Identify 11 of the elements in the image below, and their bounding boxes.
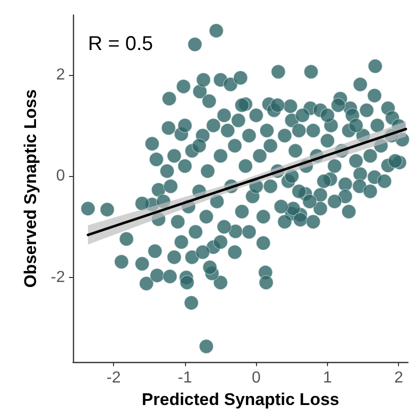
x-tick-label: -1 xyxy=(178,370,192,387)
y-tick-label: 2 xyxy=(56,66,66,84)
x-tick-label: -2 xyxy=(106,370,121,387)
x-axis-title: Predicted Synaptic Loss xyxy=(142,390,340,409)
x-tick-label: 2 xyxy=(394,370,404,387)
y-tick-label: -2 xyxy=(50,268,66,286)
annotation: R = 0.5 xyxy=(88,33,154,55)
y-tick-label: 0 xyxy=(56,168,66,185)
x-tick-label: 0 xyxy=(252,370,261,387)
x-tick-label: 1 xyxy=(323,370,332,387)
y-axis-title: Observed Synaptic Loss xyxy=(21,89,40,288)
